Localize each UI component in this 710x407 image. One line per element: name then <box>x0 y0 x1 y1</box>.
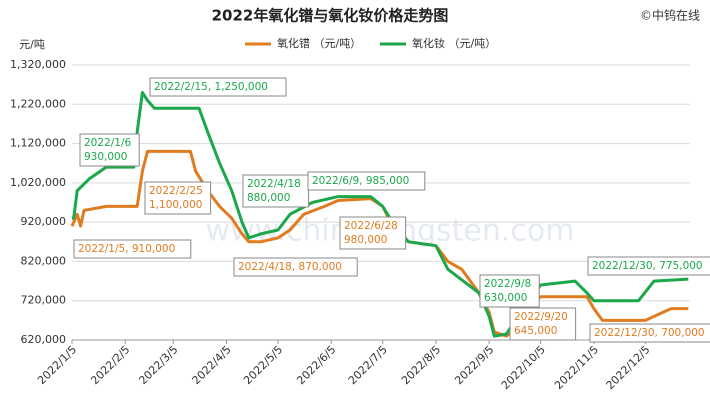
annotation: 2022/9/8 <box>484 278 531 290</box>
x-tick-label: 2022/1/5 <box>35 343 79 387</box>
annotation-box <box>479 274 540 308</box>
y-tick-label: 1,320,000 <box>10 58 66 71</box>
x-tick-label: 2022/12/5 <box>604 343 653 392</box>
legend-label: 氧化镨 （元/吨） <box>277 36 361 50</box>
annotation-box <box>233 257 358 277</box>
annotation-box <box>587 256 710 276</box>
annotation: 2022/6/28 <box>344 220 398 232</box>
annotation: 2022/1/6 <box>84 137 131 149</box>
chart-title: 2022年氧化镨与氧化钕价格走势图 <box>212 7 449 25</box>
y-tick-label: 1,120,000 <box>10 137 66 150</box>
annotation: 2022/2/25 <box>149 185 203 197</box>
x-tick-label: 2022/10/5 <box>499 343 548 392</box>
annotation-box <box>589 323 710 343</box>
annotation: 2022/6/9, 985,000 <box>312 175 409 187</box>
annotation-box <box>307 171 426 191</box>
annotation: 2022/4/18, 870,000 <box>238 261 342 273</box>
source: ©中钨在线 <box>640 8 700 23</box>
annotation: 1,100,000 <box>149 199 202 211</box>
annotation-box <box>149 77 287 97</box>
x-tick-label: 2022/8/5 <box>399 343 443 387</box>
y-tick-label: 720,000 <box>21 294 67 307</box>
annotation: 630,000 <box>484 292 527 304</box>
x-tick-label: 2022/11/5 <box>552 343 601 392</box>
annotation: 2022/12/30, 700,000 <box>594 327 705 339</box>
y-tick-label: 820,000 <box>21 254 67 267</box>
annotation: 2022/2/15, 1,250,000 <box>154 81 268 93</box>
line <box>70 149 689 338</box>
annotation-box <box>144 181 212 215</box>
annotation-box <box>339 216 407 250</box>
annotation: 2022/1/5, 910,000 <box>78 243 175 255</box>
y-axis-label: 元/吨 <box>19 38 45 51</box>
annotation: 2022/4/18 <box>247 178 301 190</box>
x-tick-label: 2022/6/5 <box>294 343 338 387</box>
x-tick-label: 2022/2/5 <box>88 343 132 387</box>
annotation: 880,000 <box>247 192 290 204</box>
annotation: 930,000 <box>84 151 127 163</box>
x-tick-label: 2022/3/5 <box>136 343 180 387</box>
annotation-box <box>73 239 192 259</box>
annotation-box <box>79 133 140 167</box>
annotation: 645,000 <box>514 325 557 337</box>
legend-label: 氧化钕 （元/吨） <box>412 36 496 50</box>
annotation: 2022/9/20 <box>514 311 568 323</box>
annotation: 980,000 <box>344 234 387 246</box>
x-tick-label: 2022/4/5 <box>190 343 234 387</box>
y-tick-label: 620,000 <box>21 333 67 346</box>
annotation-box <box>242 174 310 208</box>
x-tick-label: 2022/7/5 <box>346 343 390 387</box>
annotation-box <box>509 307 577 341</box>
x-tick-label: 2022/5/5 <box>241 343 285 387</box>
annotation: 2022/12/30, 775,000 <box>592 260 703 272</box>
y-tick-label: 920,000 <box>21 215 67 228</box>
y-tick-label: 1,020,000 <box>10 176 66 189</box>
y-tick-label: 1,220,000 <box>10 97 66 110</box>
x-tick-label: 2022/9/5 <box>452 343 496 387</box>
